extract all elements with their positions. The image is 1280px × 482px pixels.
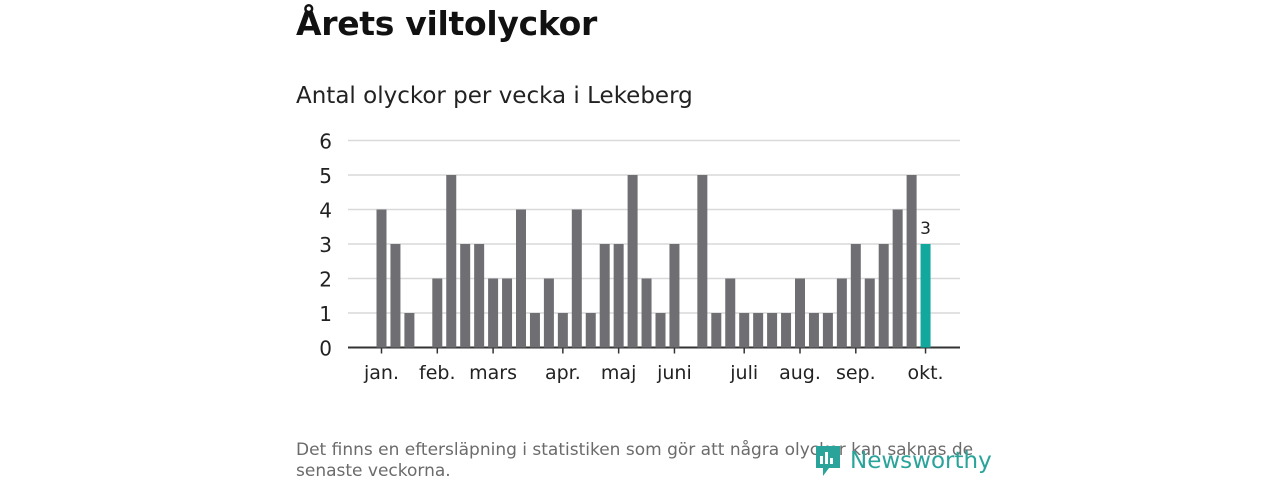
bars — [376, 175, 931, 348]
bar — [502, 278, 513, 348]
x-tick-label: feb. — [419, 362, 455, 384]
y-axis-ticks: 0 1 2 3 4 5 6 — [319, 130, 332, 361]
annotations: 3 — [920, 219, 931, 239]
y-tick-label: 4 — [319, 199, 332, 223]
bar — [446, 175, 457, 348]
bar-highlight — [920, 244, 931, 348]
x-tick-label: juni — [656, 362, 692, 384]
bar — [808, 313, 819, 348]
bar — [739, 313, 750, 348]
bar — [404, 313, 415, 348]
y-tick-label: 1 — [319, 302, 332, 326]
bar — [460, 244, 471, 348]
bar — [529, 313, 540, 348]
x-tick-label: sep. — [836, 362, 876, 384]
bar — [613, 244, 624, 348]
bar — [627, 175, 638, 348]
bar — [432, 278, 443, 348]
x-tick-label: okt. — [907, 362, 943, 384]
highlight-data-label: 3 — [920, 219, 931, 239]
bar — [711, 313, 722, 348]
bar — [822, 313, 833, 348]
bar — [557, 313, 568, 348]
bar — [795, 278, 805, 348]
bar — [376, 209, 387, 348]
newsworthy-logo-icon — [816, 446, 840, 476]
bar — [836, 278, 847, 348]
bar — [878, 244, 889, 348]
bar — [474, 244, 485, 348]
bar — [906, 175, 917, 348]
bar — [767, 313, 778, 348]
x-tick-label: jan. — [363, 362, 399, 384]
bar — [850, 244, 861, 348]
x-tick-label: aug. — [779, 362, 821, 384]
bar — [641, 278, 652, 348]
y-tick-label: 0 — [319, 337, 332, 361]
x-tick-label: apr. — [545, 362, 581, 384]
y-tick-label: 3 — [319, 233, 332, 257]
brand-name: Newsworthy — [850, 448, 992, 474]
x-axis-ticks: jan. feb. mars apr. maj juni juli aug. sep. okt. — [363, 347, 944, 384]
bar — [543, 278, 554, 348]
bar — [781, 313, 792, 348]
page-title: Årets viltolyckor — [296, 4, 597, 43]
x-tick-label: mars — [469, 362, 517, 384]
bar — [753, 313, 764, 348]
y-tick-label: 2 — [319, 268, 332, 292]
bar — [697, 175, 708, 348]
bar — [655, 313, 666, 348]
bar — [516, 209, 526, 348]
bar — [488, 278, 499, 348]
x-tick-label: maj — [601, 362, 636, 384]
bar — [585, 313, 596, 348]
chart-title: Antal olyckor per vecka i Lekeberg — [296, 83, 693, 109]
bar — [725, 278, 736, 348]
x-tick-label: juli — [729, 362, 758, 384]
y-tick-label: 5 — [319, 164, 332, 188]
brand-logo: Newsworthy — [814, 444, 992, 478]
bar — [669, 244, 680, 348]
bar — [892, 209, 903, 348]
y-tick-label: 6 — [319, 130, 332, 154]
bar — [864, 278, 875, 348]
bar — [571, 209, 582, 348]
bar — [390, 244, 401, 348]
footnote: Det finns en eftersläpning i statistiken… — [296, 440, 974, 481]
bar — [599, 244, 610, 348]
bar-chart: 0 1 2 3 4 5 6 jan. feb. mars apr. maj juni juli aug. s… — [319, 130, 960, 384]
